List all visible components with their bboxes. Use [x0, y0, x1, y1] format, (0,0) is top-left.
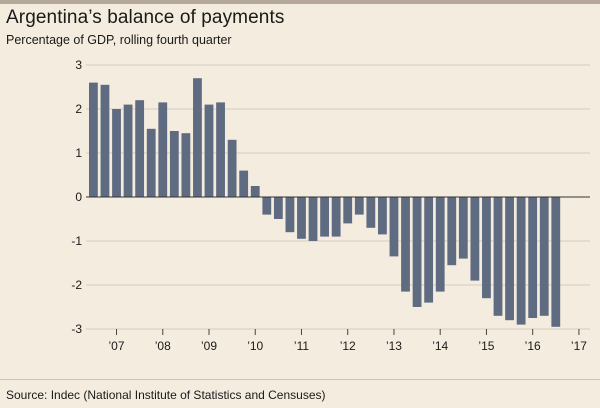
x-tick-label: ’15	[478, 339, 494, 353]
top-rule	[0, 0, 600, 4]
bar	[528, 197, 538, 318]
bar	[297, 197, 306, 239]
bar	[250, 186, 260, 197]
bar	[308, 197, 318, 241]
bar	[181, 133, 191, 197]
bar	[204, 104, 214, 197]
bar	[331, 197, 341, 237]
bar	[285, 197, 295, 233]
bar	[158, 102, 168, 197]
x-tick-label: ’17	[571, 339, 587, 353]
bar	[493, 197, 503, 316]
x-tick-label: ’08	[155, 339, 171, 353]
x-tick-label: ’16	[525, 339, 541, 353]
bar	[343, 197, 353, 224]
x-tick-label: ’09	[201, 339, 217, 353]
y-tick-label: 0	[75, 190, 82, 204]
bar	[193, 78, 202, 197]
bar	[320, 197, 329, 237]
chart-title: Argentina’s balance of payments	[6, 7, 285, 28]
x-tick-label: ’07	[109, 339, 125, 353]
x-tick-label: ’12	[340, 339, 356, 353]
bar	[378, 197, 387, 235]
bar	[112, 109, 121, 197]
bar	[146, 128, 156, 197]
y-tick-label: -2	[71, 278, 82, 292]
bar	[482, 197, 491, 299]
bar	[262, 197, 272, 215]
x-tick-label: ’10	[247, 339, 263, 353]
y-tick-label: 1	[75, 146, 82, 160]
bar	[424, 197, 434, 303]
bar	[516, 197, 526, 325]
bar	[551, 197, 561, 327]
bar	[100, 84, 110, 197]
bar	[169, 131, 179, 197]
bar	[239, 170, 249, 197]
bar	[435, 197, 445, 292]
bar	[216, 102, 225, 197]
bar	[227, 139, 237, 197]
footer-rule	[0, 379, 600, 380]
bar	[366, 197, 376, 228]
bar	[505, 197, 514, 321]
bar	[470, 197, 480, 281]
bar	[354, 197, 364, 215]
chart-subtitle: Percentage of GDP, rolling fourth quarte…	[6, 33, 232, 47]
bar	[401, 197, 410, 292]
bar	[539, 197, 549, 316]
y-tick-label: -3	[71, 322, 82, 336]
y-tick-label: 2	[75, 102, 82, 116]
bar	[389, 197, 399, 257]
x-tick-label: ’11	[294, 339, 309, 353]
bar	[89, 82, 98, 197]
bar	[273, 197, 283, 219]
bar	[123, 104, 133, 197]
bar	[458, 197, 468, 259]
x-tick-label: ’14	[432, 339, 448, 353]
y-tick-label: -1	[71, 234, 82, 248]
bar	[135, 100, 145, 197]
bar	[447, 197, 457, 266]
bar	[412, 197, 422, 307]
x-tick-label: ’13	[386, 339, 402, 353]
source-note: Source: Indec (National Institute of Sta…	[6, 388, 326, 402]
y-tick-label: 3	[75, 58, 82, 72]
